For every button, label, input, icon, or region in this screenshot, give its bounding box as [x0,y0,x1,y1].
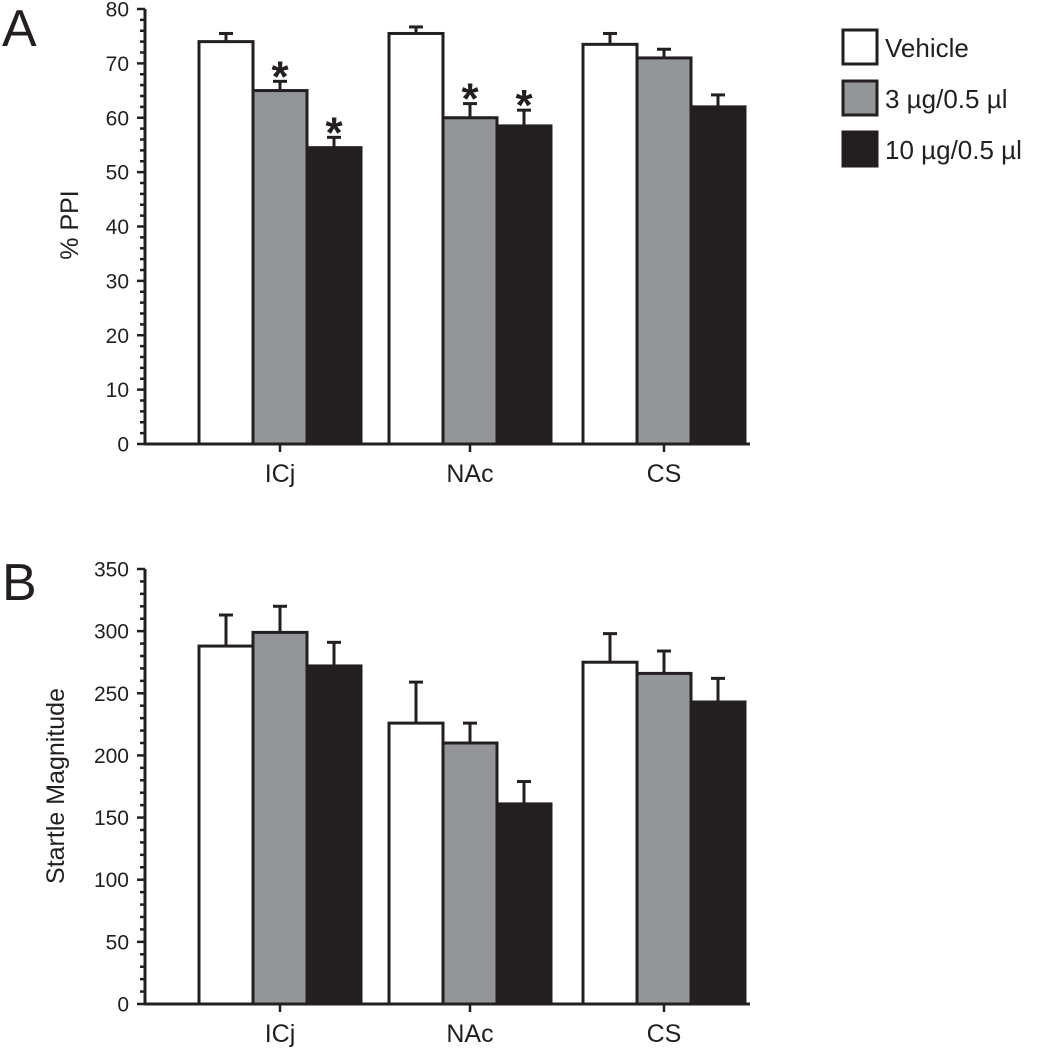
panel-b-bar-cs-10-g-0-5-l [689,700,747,1006]
panel-a-x-tick-label-nac: NAc [446,460,493,488]
panel-a-significance-star: * [461,75,479,124]
legend-label-vehicle: Vehicle [885,33,969,63]
legend-item-vehicle: Vehicle [841,28,969,66]
panel-b-bar-nac-10-g-0-5-l [495,802,553,1006]
panel-b-bar-cs-3-g-0-5-l [635,671,693,1006]
legend-swatch-10ug [841,130,879,168]
panel-a-y-tick-label: 50 [106,162,129,185]
legend-label-3ug: 3 µg/0.5 µl [885,84,1007,114]
panel-b-y-tick-label: 350 [94,559,129,582]
panel-b-y-axis-title: Startle Magnitude [42,688,70,884]
panel-a-y-tick-label: 10 [106,379,129,402]
panel-b-y-tick-label: 200 [94,745,129,768]
panel-a-bar-cs-3-g-0-5-l [635,56,693,446]
panel-a-bar-cs-10-g-0-5-l [689,105,747,446]
panel-b-bar-icj-10-g-0-5-l [305,664,363,1006]
panel-a-y-tick-label: 30 [106,270,129,293]
legend: Vehicle 3 µg/0.5 µl 10 µg/0.5 µl [841,28,1022,168]
panel-a-significance-star: * [515,81,533,130]
panel-a-y-tick-label: 70 [106,53,129,76]
panel-b-y-tick-label: 300 [94,621,129,644]
panel-b-bar-cs-vehicle [581,660,639,1006]
legend-label-10ug: 10 µg/0.5 µl [885,135,1022,165]
panel-a-y-tick-label: 20 [106,325,129,348]
legend-swatch-3ug [841,79,879,117]
panel-a-y-tick-label: 40 [106,216,129,239]
panel-a-marks: 0 10 20 30 40 50 60 70 80 * * ICj * * NAc CS [106,0,750,488]
panel-a-significance-star: * [271,52,289,101]
panel-b-y-tick-label: 250 [94,683,129,706]
panel-a-y-tick-label: 60 [106,107,129,130]
panel-a-x-tick-label-cs: CS [647,460,682,488]
panel-b-y-tick-label: 50 [106,931,129,954]
panel-a-bar-nac-vehicle [387,31,445,446]
panel-a-bar-nac-3-g-0-5-l [441,116,499,446]
panel-b-bar-icj-3-g-0-5-l [251,630,309,1006]
panel-b-bar-nac-3-g-0-5-l [441,741,499,1006]
panel-a-bar-cs-vehicle [581,42,639,446]
panel-a-letter: A [2,0,37,58]
panel-a-bar-icj-3-g-0-5-l [251,89,309,446]
panel-a-y-tick-label: 80 [106,0,129,22]
legend-item-3ug: 3 µg/0.5 µl [841,79,1007,117]
legend-item-10ug: 10 µg/0.5 µl [841,130,1022,168]
panel-a-y-tick-label: 0 [117,434,129,457]
panel-b-x-tick-label-cs: CS [647,1020,682,1048]
panel-b-y-tick-label: 100 [94,869,129,892]
panel-a: A % PPI 0 10 20 30 40 50 60 70 80 * * ICj * * NAc CS [2,0,750,488]
panel-a-y-axis-title: % PPI [56,190,84,259]
panel-a-bar-icj-10-g-0-5-l [305,146,363,446]
panel-a-bar-nac-10-g-0-5-l [495,124,553,446]
panel-b-x-tick-label-icj: ICj [265,1020,296,1048]
panel-b-bar-icj-vehicle [197,644,255,1006]
panel-b-x-tick-label-nac: NAc [446,1020,493,1048]
panel-b: B Startle Magnitude 0 50 100 150 200 250 300 35… [2,554,750,1048]
legend-swatch-vehicle [841,28,879,66]
panel-a-x-tick-label-icj: ICj [265,460,296,488]
panel-a-significance-star: * [325,108,343,157]
panel-b-bar-nac-vehicle [387,721,445,1006]
panel-b-marks: 0 50 100 150 200 250 300 350 ICj NAc CS [94,559,750,1048]
panel-b-y-tick-label: 150 [94,807,129,830]
panel-a-bar-icj-vehicle [197,40,255,446]
panel-b-y-tick-label: 0 [117,994,129,1017]
panel-b-letter: B [2,554,37,612]
